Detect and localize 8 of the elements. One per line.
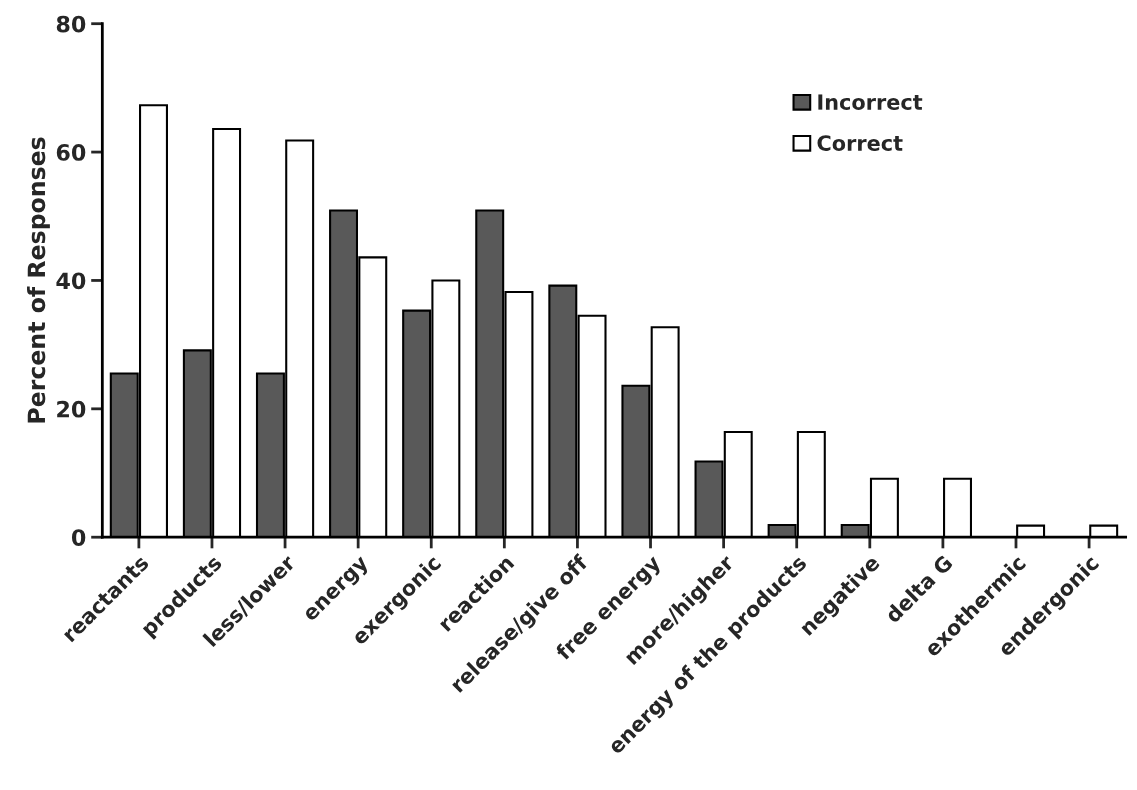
y-tick-label: 20 — [57, 400, 86, 418]
y-tick-label: 60 — [56, 144, 86, 161]
legend-label: Correct — [817, 135, 903, 151]
legend-label: Incorrect — [818, 94, 923, 110]
y-tick-label: 40 — [56, 272, 86, 290]
y-tick-label: 80 — [56, 15, 86, 33]
y-axis-title: Percent of Responses — [27, 137, 50, 423]
y-tick-label: 0 — [71, 529, 86, 546]
